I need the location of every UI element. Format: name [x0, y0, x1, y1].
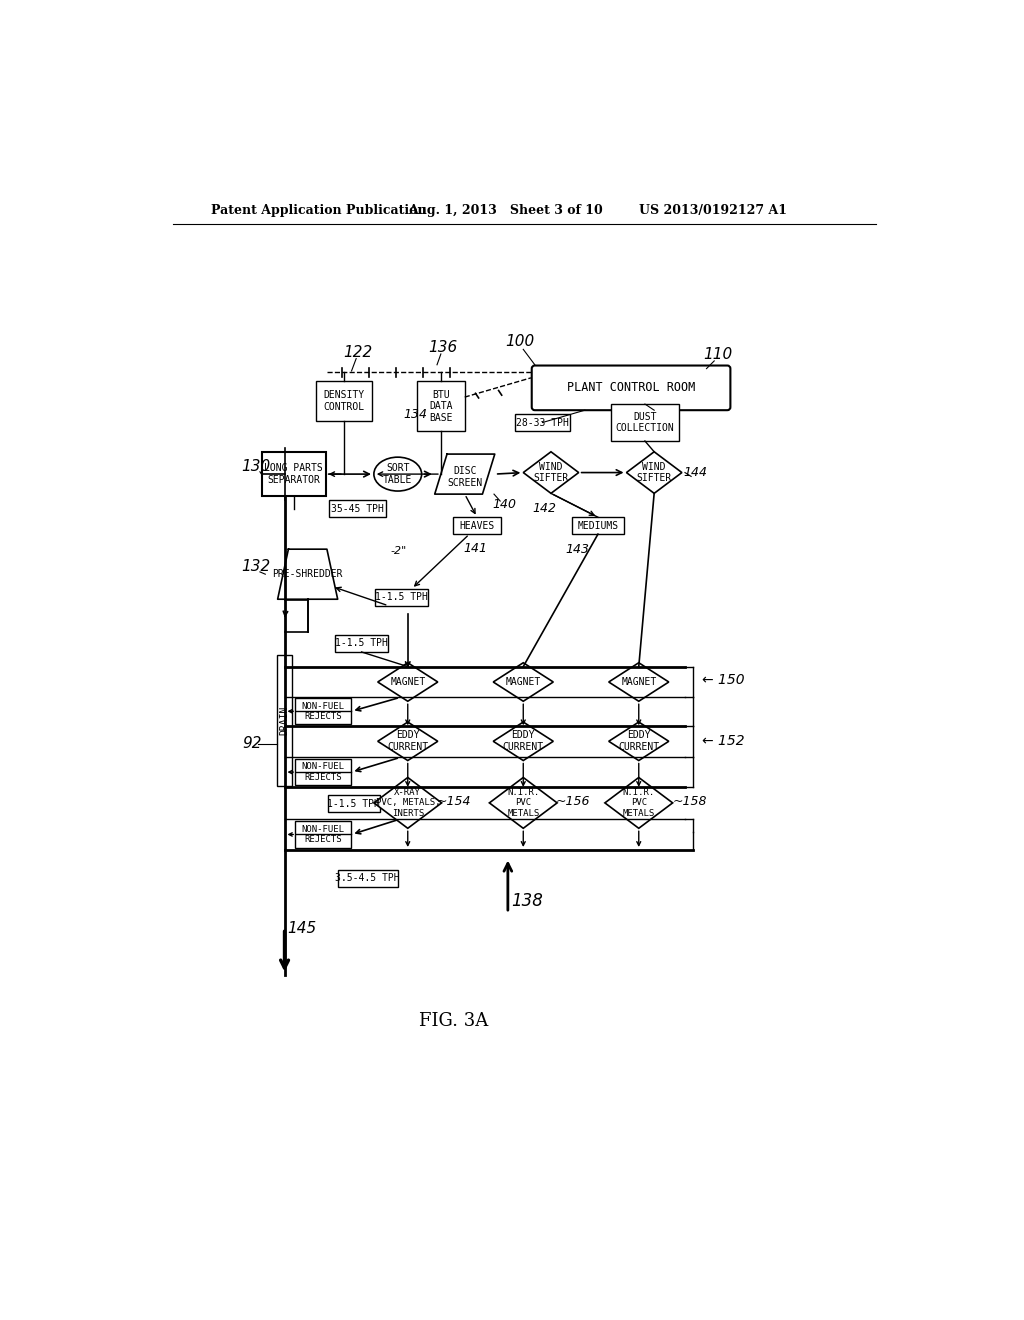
Text: ~154: ~154 — [436, 795, 471, 808]
Text: WIND
SIFTER: WIND SIFTER — [534, 462, 568, 483]
Text: ~156: ~156 — [556, 795, 591, 808]
Text: 142: 142 — [532, 502, 556, 515]
Bar — [454, 517, 501, 535]
Text: -2": -2" — [390, 546, 407, 556]
Text: Patent Application Publication: Patent Application Publication — [211, 205, 427, 218]
Bar — [276, 655, 292, 785]
Bar — [338, 870, 397, 887]
Text: DRAIN: DRAIN — [280, 706, 290, 735]
Text: 134: 134 — [403, 408, 427, 421]
Text: 110: 110 — [703, 347, 733, 362]
Text: 35-45 TPH: 35-45 TPH — [332, 504, 384, 513]
Bar — [571, 517, 625, 535]
Text: 141: 141 — [464, 543, 487, 556]
Polygon shape — [523, 451, 579, 494]
Text: NON-FUEL
REJECTS: NON-FUEL REJECTS — [301, 825, 344, 845]
Polygon shape — [435, 454, 495, 494]
Text: DUST
COLLECTION: DUST COLLECTION — [615, 412, 674, 433]
Text: FIG. 3A: FIG. 3A — [420, 1012, 488, 1030]
Text: 138: 138 — [511, 892, 543, 911]
Polygon shape — [374, 777, 441, 829]
Text: 143: 143 — [565, 543, 589, 556]
Text: ← 150: ← 150 — [702, 673, 744, 688]
Text: US 2013/0192127 A1: US 2013/0192127 A1 — [639, 205, 786, 218]
FancyBboxPatch shape — [531, 366, 730, 411]
Text: PLANT CONTROL ROOM: PLANT CONTROL ROOM — [567, 381, 695, 395]
Bar — [295, 759, 351, 785]
Bar — [417, 381, 465, 432]
Text: 144: 144 — [683, 466, 707, 479]
Bar — [336, 635, 388, 652]
Text: 3.5-4.5 TPH: 3.5-4.5 TPH — [336, 874, 400, 883]
Text: BTU
DATA
BASE: BTU DATA BASE — [429, 389, 453, 422]
Bar — [295, 821, 351, 847]
Text: 28-33 TPH: 28-33 TPH — [516, 417, 569, 428]
Text: MAGNET: MAGNET — [506, 677, 541, 686]
Bar — [295, 698, 351, 725]
Polygon shape — [605, 777, 673, 829]
Text: 145: 145 — [288, 921, 316, 936]
Text: 140: 140 — [493, 499, 517, 511]
Text: 1-1.5 TPH: 1-1.5 TPH — [335, 639, 388, 648]
Text: 136: 136 — [428, 339, 457, 355]
Text: PRE-SHREDDER: PRE-SHREDDER — [272, 569, 343, 579]
Text: SORT
TABLE: SORT TABLE — [383, 463, 413, 484]
Text: DENSITY
CONTROL: DENSITY CONTROL — [324, 391, 365, 412]
Text: N.I.R.
PVC
METALS: N.I.R. PVC METALS — [623, 788, 655, 818]
Text: EDDY
CURRENT: EDDY CURRENT — [618, 730, 659, 752]
Polygon shape — [494, 722, 553, 760]
Text: 132: 132 — [242, 558, 270, 574]
Text: EDDY
CURRENT: EDDY CURRENT — [387, 730, 428, 752]
Text: ← 152: ← 152 — [702, 734, 744, 748]
Polygon shape — [278, 549, 338, 599]
Text: 122: 122 — [343, 345, 373, 360]
Text: DISC
SCREEN: DISC SCREEN — [447, 466, 482, 488]
Polygon shape — [608, 663, 669, 701]
Ellipse shape — [374, 457, 422, 491]
Bar — [611, 404, 679, 441]
Text: ~158: ~158 — [673, 795, 707, 808]
Polygon shape — [489, 777, 557, 829]
Text: 100: 100 — [505, 334, 535, 350]
Polygon shape — [378, 722, 438, 760]
Bar — [328, 795, 380, 812]
Bar — [316, 381, 372, 421]
Text: EDDY
CURRENT: EDDY CURRENT — [503, 730, 544, 752]
Text: 92: 92 — [243, 737, 262, 751]
Text: MAGNET: MAGNET — [622, 677, 656, 686]
Text: MAGNET: MAGNET — [390, 677, 425, 686]
Text: MEDIUMS: MEDIUMS — [578, 520, 618, 531]
Text: NON-FUEL
REJECTS: NON-FUEL REJECTS — [301, 701, 344, 721]
Text: X-RAY
PVC, METALS,
INERTS: X-RAY PVC, METALS, INERTS — [376, 788, 440, 818]
Polygon shape — [494, 663, 553, 701]
Polygon shape — [378, 663, 438, 701]
Text: 1-1.5 TPH: 1-1.5 TPH — [375, 593, 428, 602]
Text: LONG PARTS
SEPARATOR: LONG PARTS SEPARATOR — [264, 463, 324, 484]
Bar — [376, 589, 428, 606]
Text: 130: 130 — [242, 459, 270, 474]
Bar — [330, 500, 386, 517]
Text: Aug. 1, 2013   Sheet 3 of 10: Aug. 1, 2013 Sheet 3 of 10 — [408, 205, 602, 218]
Bar — [515, 414, 570, 430]
Text: HEAVES: HEAVES — [460, 520, 495, 531]
Text: WIND
SIFTER: WIND SIFTER — [637, 462, 672, 483]
Bar — [262, 451, 326, 496]
Polygon shape — [608, 722, 669, 760]
Text: 1-1.5 TPH: 1-1.5 TPH — [328, 799, 380, 809]
Polygon shape — [627, 451, 682, 494]
Text: NON-FUEL
REJECTS: NON-FUEL REJECTS — [301, 763, 344, 781]
Text: N.I.R.
PVC
METALS: N.I.R. PVC METALS — [507, 788, 540, 818]
